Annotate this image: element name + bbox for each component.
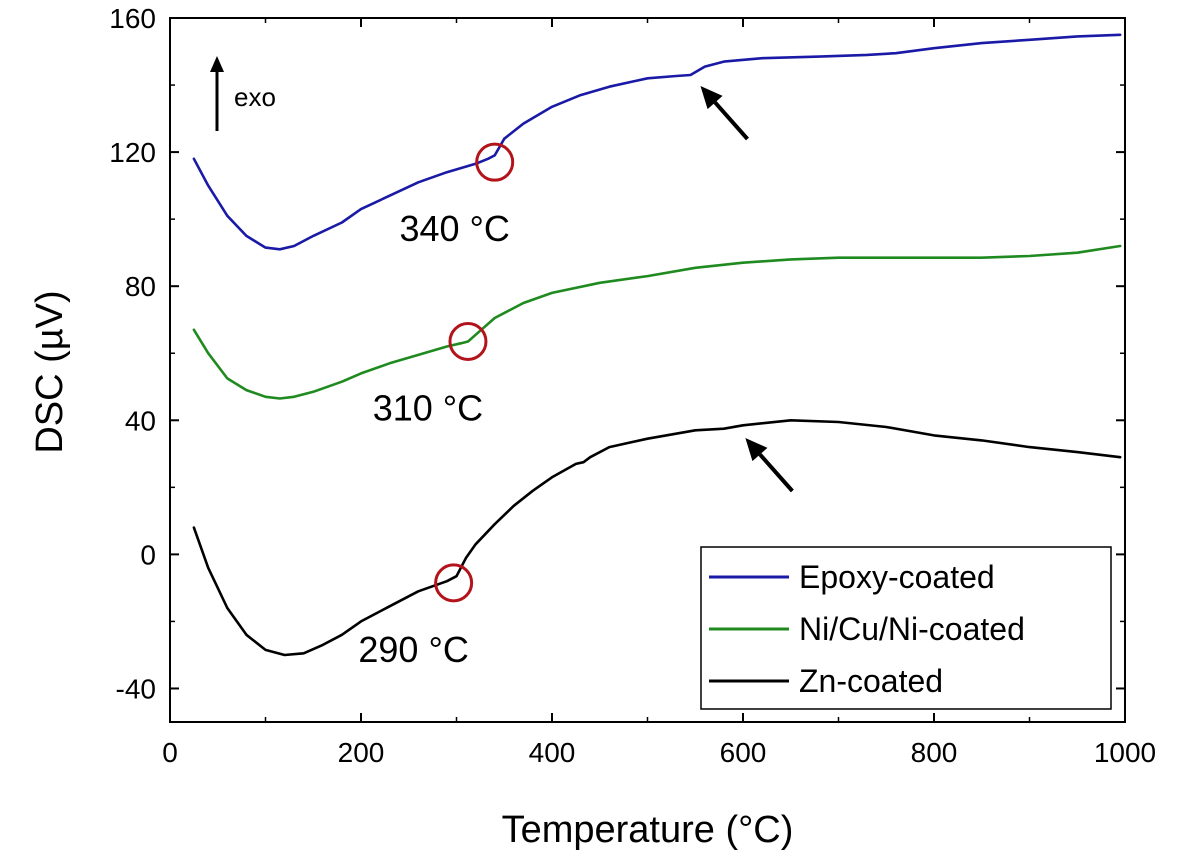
y-tick-label: 80 [125,271,156,302]
exo-arrowhead-icon [210,56,224,72]
pointer-arrowhead-icon [700,85,723,110]
x-tick-label: 800 [911,737,958,768]
x-axis-title: Temperature (°C) [502,809,794,851]
tick-layer: 0 200 400 600 800 1000 -40 0 40 80 120 160 [109,3,1156,768]
exo-indicator: exo [210,56,276,131]
series-layer [192,33,1122,657]
y-tick-label: -40 [116,673,156,704]
y-tick-label: 120 [109,137,156,168]
pointer-arrowhead-icon [745,437,768,462]
exo-label: exo [234,82,276,112]
legend: Epoxy-coated Ni/Cu/Ni-coated Zn-coated [700,546,1112,710]
series-line-zn-coated [192,419,1122,657]
series-line-ni-cu-ni-coated [192,244,1122,400]
transition-circle-marker [475,142,515,182]
transition-temperature-label: 290 °C [358,629,468,670]
marker-layer: 340 °C 310 °C 290 °C [358,85,794,670]
transition-circle-marker [448,322,488,362]
transition-temperature-label: 310 °C [373,388,483,429]
pointer-arrow-icon [713,101,749,141]
x-tick-label: 400 [529,737,576,768]
series-line-epoxy-coated [192,33,1122,251]
x-tick-label: 1000 [1094,737,1156,768]
pointer-arrow-icon [758,453,794,493]
legend-label-ni-cu-ni-coated: Ni/Cu/Ni-coated [799,611,1025,647]
x-tick-label: 200 [338,737,385,768]
x-tick-label: 0 [162,737,178,768]
legend-label-zn-coated: Zn-coated [799,663,943,699]
transition-circle-marker [434,563,474,603]
legend-label-epoxy-coated: Epoxy-coated [799,559,995,595]
y-axis-title: DSC (µV) [29,290,71,453]
y-tick-label: 0 [140,539,156,570]
x-tick-label: 600 [720,737,767,768]
y-tick-label: 40 [125,405,156,436]
legend-items: Epoxy-coated Ni/Cu/Ni-coated Zn-coated [709,559,1025,699]
y-tick-label: 160 [109,3,156,34]
transition-temperature-label: 340 °C [399,208,509,249]
